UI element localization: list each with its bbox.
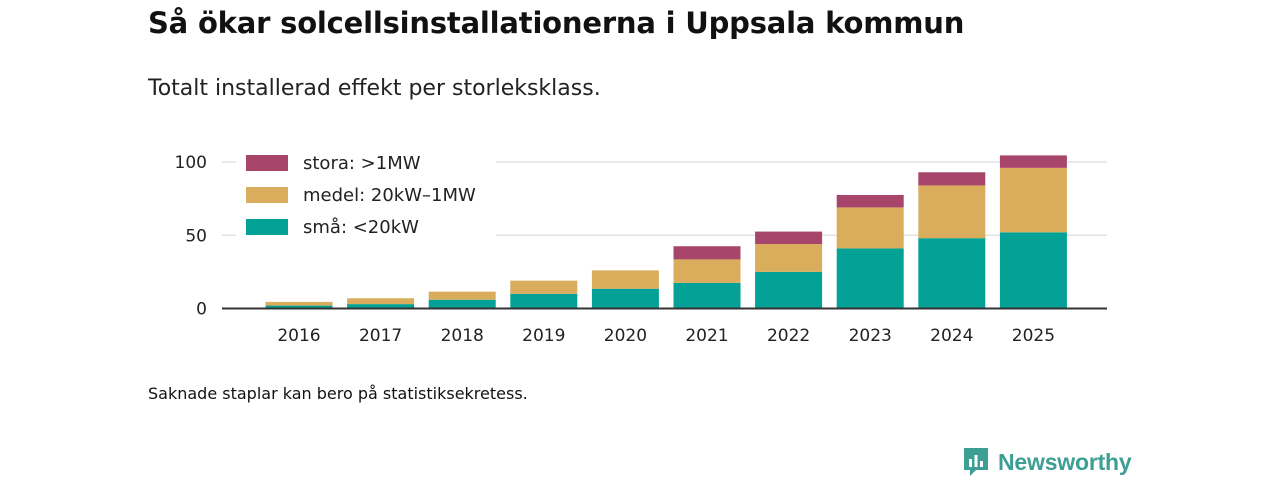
legend-label-1: medel: 20kW–1MW (303, 185, 476, 206)
x-tick-label-2020: 2020 (604, 326, 647, 346)
y-tick-label-0: 0 (196, 300, 207, 320)
brand-name: Newsworthy (998, 448, 1132, 475)
bar-segment-2023-series-1 (836, 207, 904, 249)
x-tick-label-2016: 2016 (277, 326, 320, 346)
legend-label-2: stora: >1MW (303, 153, 421, 174)
bar-segment-2021-series-1 (673, 259, 741, 283)
bar-segment-2023-series-2 (836, 194, 904, 208)
bar-segment-2025-series-0 (999, 232, 1067, 309)
x-tick-label-2022: 2022 (767, 326, 810, 346)
bar-segment-2016-series-0 (265, 305, 333, 309)
bar-segment-2023-series-0 (836, 248, 904, 309)
x-tick-label-2024: 2024 (930, 326, 973, 346)
bar-segment-2017-series-1 (347, 298, 415, 305)
y-tick-label-100: 100 (175, 153, 207, 173)
bar-segment-2020-series-1 (591, 270, 659, 289)
legend-swatch-1 (246, 187, 288, 203)
newsworthy-logo[interactable]: Newsworthy (962, 446, 1132, 478)
x-tick-label-2017: 2017 (359, 326, 402, 346)
bar-segment-2022-series-0 (755, 271, 823, 309)
y-tick-label-50: 50 (185, 226, 207, 246)
bar-segment-2018-series-1 (428, 291, 496, 300)
x-tick-label-2019: 2019 (522, 326, 565, 346)
chart-title: Så ökar solcellsinstallationerna i Uppsa… (148, 6, 965, 40)
bar-segment-2022-series-2 (755, 231, 823, 245)
legend-swatch-0 (246, 219, 288, 235)
footnote: Saknade staplar kan bero på statistiksek… (148, 384, 528, 403)
bar-segment-2024-series-1 (918, 185, 986, 239)
chart-subtitle: Totalt installerad effekt per storlekskl… (148, 76, 601, 101)
bar-segment-2018-series-0 (428, 299, 496, 309)
bar-segment-2016-series-1 (265, 301, 333, 306)
x-tick-label-2025: 2025 (1012, 326, 1055, 346)
bar-segment-2019-series-1 (510, 280, 578, 294)
legend-swatch-2 (246, 155, 288, 171)
x-tick-label-2023: 2023 (849, 326, 892, 346)
bar-segment-2022-series-1 (755, 244, 823, 272)
stacked-bar-chart: 0 50 100 2016 2017 2018 2019 2020 2021 2022 2023 20… (174, 153, 1107, 346)
bar-segment-2025-series-2 (999, 155, 1067, 168)
legend-label-0: små: <20kW (303, 217, 419, 238)
bar-segment-2020-series-0 (591, 288, 659, 309)
newsworthy-logo-icon (964, 448, 988, 476)
bar-segment-2024-series-2 (918, 172, 986, 186)
x-tick-label-2018: 2018 (441, 326, 484, 346)
x-tick-label-2021: 2021 (685, 326, 728, 346)
bar-segment-2019-series-0 (510, 293, 578, 309)
bar-segment-2017-series-0 (347, 304, 415, 309)
bar-segment-2021-series-0 (673, 282, 741, 309)
bar-segment-2021-series-2 (673, 246, 741, 260)
bar-segment-2025-series-1 (999, 167, 1067, 233)
bar-segment-2024-series-0 (918, 238, 986, 309)
